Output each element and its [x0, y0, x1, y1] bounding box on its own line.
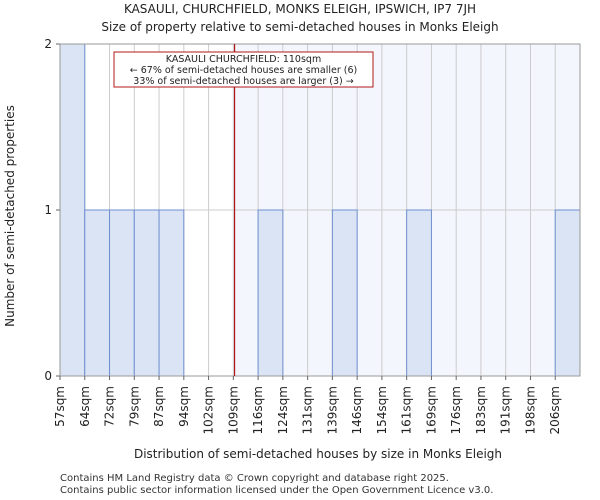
bar	[109, 209, 135, 377]
x-tick-label: 72sqm	[103, 386, 117, 427]
annotation-box	[113, 51, 374, 88]
x-tick-label: 169sqm	[424, 386, 438, 434]
footer-credit: Contains HM Land Registry data © Crown c…	[60, 473, 449, 484]
x-tick-label: 183sqm	[474, 386, 488, 434]
y-axis-label: Number of semi-detached properties	[3, 105, 17, 327]
bar	[331, 209, 358, 377]
x-tick-label: 198sqm	[523, 386, 537, 434]
x-tick-label: 161sqm	[400, 386, 414, 434]
x-tick-label: 116sqm	[251, 386, 265, 434]
bar	[257, 209, 284, 377]
y-tick-label: 0	[44, 369, 52, 383]
x-tick-label: 109sqm	[226, 386, 240, 434]
bar	[158, 209, 185, 377]
x-tick-label: 64sqm	[78, 386, 92, 427]
x-tick-label: 154sqm	[375, 386, 389, 434]
x-tick-label: 146sqm	[350, 386, 364, 434]
annotation-line: 33% of semi-detached houses are larger (…	[133, 76, 353, 87]
x-tick-label: 124sqm	[276, 386, 290, 434]
bar	[59, 43, 86, 377]
x-axis-label: Distribution of semi-detached houses by …	[134, 447, 502, 461]
footer-licence: Contains public sector information licen…	[60, 485, 494, 496]
x-tick-label: 191sqm	[499, 386, 513, 434]
x-tick-label: 176sqm	[449, 386, 463, 434]
bar	[84, 209, 111, 377]
plot-area: 0 1 2 57sqm 64sqm 72sqm 79sqm 87sqm 94sqm 102sqm 1…	[44, 37, 581, 434]
x-tick-label: 87sqm	[152, 386, 166, 427]
x-tick-label: 94sqm	[177, 386, 191, 427]
annotation-line: KASAULI CHURCHFIELD: 110sqm	[166, 54, 321, 65]
x-tick-label: 102sqm	[202, 386, 216, 434]
annotation-line: ← 67% of semi-detached houses are smalle…	[130, 65, 358, 76]
chart-title: KASAULI, CHURCHFIELD, MONKS ELEIGH, IPSW…	[124, 2, 476, 16]
bar	[406, 209, 432, 377]
bar	[554, 209, 581, 377]
y-tick-label: 1	[44, 203, 52, 217]
x-tick-label: 206sqm	[548, 386, 562, 434]
x-tick-label: 139sqm	[325, 386, 339, 434]
chart-subtitle: Size of property relative to semi-detach…	[101, 20, 498, 34]
x-tick-label: 79sqm	[127, 386, 141, 427]
bar	[133, 209, 160, 377]
y-tick-label: 2	[44, 37, 52, 51]
x-tick-label: 57sqm	[53, 386, 67, 427]
x-tick-label: 131sqm	[301, 386, 315, 434]
